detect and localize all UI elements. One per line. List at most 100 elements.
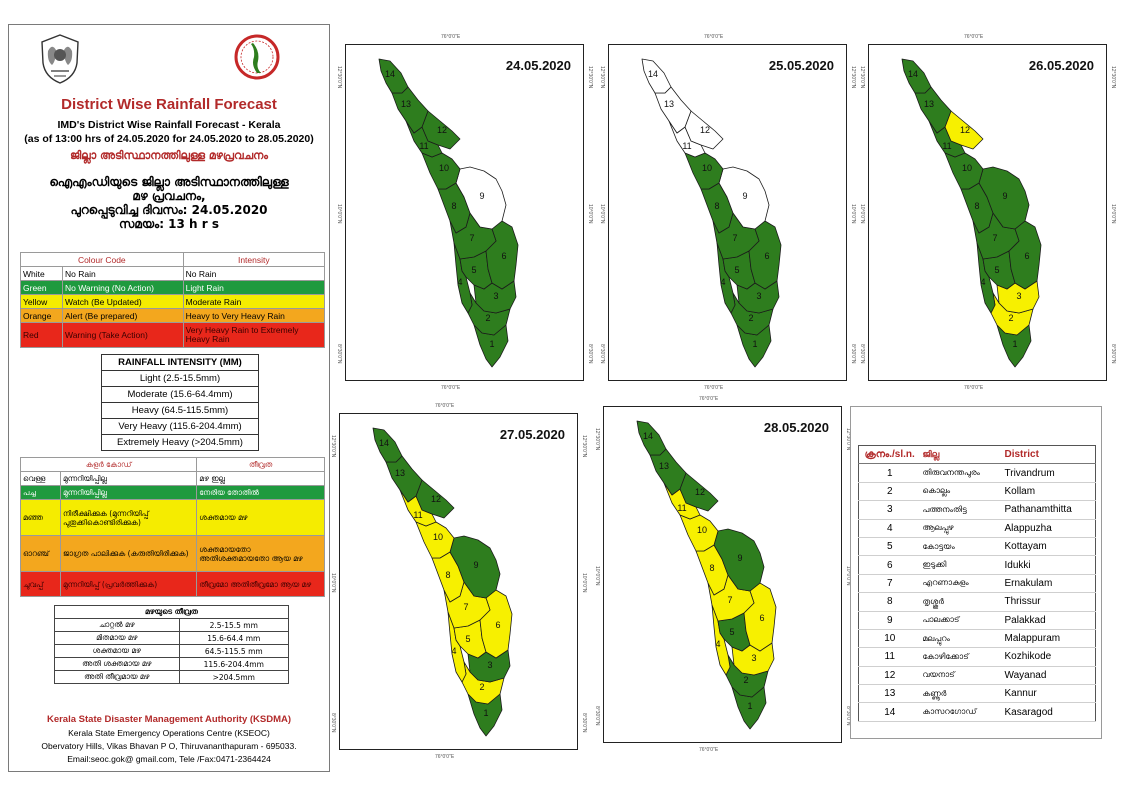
district-13-kannur <box>385 455 423 503</box>
district-number-label: 13 <box>395 468 405 478</box>
district-number-label: 9 <box>737 553 742 563</box>
latitude-label: 8°30'0"N <box>859 344 865 364</box>
table-row: 3 പത്തനംതിട്ട Pathanamthitta <box>858 500 1096 520</box>
latitude-label: 12°30'0"N <box>587 66 593 89</box>
district-list-panel: ക്രനം./sl.n. ജില്ല District 1 തിരുവനന്തപു… <box>850 406 1102 739</box>
district-number-label: 1 <box>1012 339 1017 349</box>
table-row: 4 ആലപ്പുഴ Alappuzha <box>858 519 1096 538</box>
footer-address: Obervatory Hills, Vikas Bhavan P O, Thir… <box>41 741 297 751</box>
table-row: ഓറഞ്ച് ജാഗ്രത പാലിക്കുക (കരുതിയിരിക്കുക) ശ… <box>20 535 325 572</box>
latitude-label: 10°0'0"N <box>587 204 593 224</box>
ml-colour-code-header: കളർ കോഡ് <box>19 457 198 472</box>
page-title: District Wise Rainfall Forecast <box>61 96 277 113</box>
district-14-kasaragod <box>378 58 409 94</box>
ml-intensity-table: മഴയുടെ തീവ്രത ചാറ്റൽ മഴ 2.5-15.5 mm മിതമാ… <box>54 605 290 684</box>
intensity-header: Intensity <box>182 252 326 267</box>
latitude-label: 12°30'0"N <box>336 66 342 89</box>
table-row: മഞ്ഞ നിരീക്ഷിക്കുക (മുന്നറിയിപ്പ് പുതുക്ക… <box>20 499 325 536</box>
district-number-label: 11 <box>419 141 428 151</box>
latitude-label: 8°30'0"N <box>330 713 336 733</box>
latitude-label: 12°30'0"N <box>845 428 851 451</box>
latitude-label: 10°0'0"N <box>845 566 851 586</box>
table-row: Light (2.5-15.5mm) <box>101 370 259 387</box>
table-row: 14 കാസറഗോഡ് Kasaragod <box>858 702 1096 722</box>
table-row: അതി ശക്തമായ മഴ 115.6-204.4mm <box>54 657 290 671</box>
longitude-label: 76°0'0"E <box>435 403 455 409</box>
table-row: Yellow Watch (Be Updated) Moderate Rain <box>20 294 326 309</box>
table-row: 12 വയനാട് Wayanad <box>858 666 1096 686</box>
latitude-label: 8°30'0"N <box>850 344 856 364</box>
district-number-label: 2 <box>479 682 484 692</box>
table-row: 13 കണ്ണൂർ Kannur <box>858 684 1096 704</box>
longitude-label: 76°0'0"E <box>699 747 719 753</box>
longitude-label: 76°0'0"E <box>704 34 724 40</box>
district-number-label: 8 <box>714 201 719 211</box>
district-number-label: 6 <box>495 620 500 630</box>
district-number-label: 10 <box>962 163 972 173</box>
latitude-label: 12°30'0"N <box>599 66 605 89</box>
district-number-label: 10 <box>702 163 712 173</box>
ml-block-line: സമയം: 13 h r s <box>118 217 220 231</box>
district-number-label: 6 <box>501 251 506 261</box>
district-number-label: 8 <box>451 201 456 211</box>
table-row: പച്ച മുന്നറിയിപ്പില്ല നേരിയ തോതിൽ <box>20 485 325 500</box>
latitude-label: 10°0'0"N <box>330 573 336 593</box>
district-number-label: 14 <box>379 438 389 448</box>
latitude-label: 12°30'0"N <box>850 66 856 89</box>
ml-block-line: പുറപ്പെടുവിച്ച ദിവസം: 24.05.2020 <box>70 203 268 217</box>
longitude-label: 76°0'0"E <box>435 754 455 760</box>
latitude-label: 8°30'0"N <box>599 344 605 364</box>
table-row: Extremely Heavy (>204.5mm) <box>101 434 259 451</box>
table-row: Heavy (64.5-115.5mm) <box>101 402 259 419</box>
latitude-label: 8°30'0"N <box>845 706 851 726</box>
district-number-label: 7 <box>732 233 737 243</box>
colour-code-table: Colour Code Intensity White No Rain No Rai… <box>20 252 326 348</box>
district-number-label: 11 <box>677 503 686 513</box>
district-number-label: 2 <box>748 313 753 323</box>
district-number-label: 5 <box>471 265 476 275</box>
district-number-label: 14 <box>908 69 918 79</box>
district-number-label: 11 <box>413 510 422 520</box>
col-header-district: District <box>1002 445 1096 465</box>
district-9-palakkad <box>978 166 1030 230</box>
forecast-map-panel: 1 2 3 4 5 6 7 8 9 10 11 12 13 14 24.05.2020 <box>345 44 584 381</box>
table-row: ശക്തമായ മഴ 64.5-115.5 mm <box>54 644 290 658</box>
district-number-label: 6 <box>759 613 764 623</box>
forecast-map-panel: 1 2 3 4 5 6 7 8 9 10 11 12 13 14 26.05.2020 <box>868 44 1107 381</box>
latitude-label: 12°30'0"N <box>330 435 336 458</box>
latitude-label: 12°30'0"N <box>1110 66 1116 89</box>
table-row: ചുവപ്പ് മുന്നറിയിപ്പ് (പ്രവർത്തിക്കുക) തീവ… <box>20 571 325 597</box>
forecast-map-panel: 1 2 3 4 5 6 7 8 9 10 11 12 13 14 25.05.2020 <box>608 44 847 381</box>
ml-intensity-table-header: മഴയുടെ തീവ്രത <box>54 605 289 619</box>
district-number-label: 4 <box>720 277 725 287</box>
ml-intensity-header: തീവ്രത <box>196 457 325 472</box>
district-number-label: 1 <box>483 708 488 718</box>
forecast-date: 28.05.2020 <box>763 420 829 435</box>
district-number-label: 12 <box>700 125 710 135</box>
district-14-kasaragod <box>636 420 667 456</box>
forecast-date: 25.05.2020 <box>768 58 834 73</box>
district-14-kasaragod <box>372 427 403 463</box>
district-number-label: 10 <box>439 163 449 173</box>
district-number-label: 4 <box>715 639 720 649</box>
district-number-label: 3 <box>487 660 492 670</box>
forecast-date: 26.05.2020 <box>1028 58 1094 73</box>
district-number-label: 13 <box>659 461 669 471</box>
district-number-label: 9 <box>473 560 478 570</box>
district-12-wayanad <box>944 110 984 150</box>
district-number-label: 1 <box>489 339 494 349</box>
district-number-label: 2 <box>485 313 490 323</box>
latitude-label: 10°0'0"N <box>850 204 856 224</box>
district-9-palakkad <box>455 166 507 230</box>
district-table: ക്രനം./sl.n. ജില്ല District 1 തിരുവനന്തപു… <box>858 445 1096 722</box>
col-header-ml: ജില്ല <box>920 445 1003 465</box>
forecast-map-panel: 1 2 3 4 5 6 7 8 9 10 11 12 13 14 28.05.2020 <box>603 406 842 743</box>
table-row: 11 കോഴിക്കോട് Kozhikode <box>858 647 1096 667</box>
table-row: 2 കൊല്ലം Kollam <box>858 482 1096 502</box>
table-row: Moderate (15.6-64.4mm) <box>101 386 259 403</box>
district-number-label: 12 <box>695 487 705 497</box>
district-12-wayanad <box>684 110 724 150</box>
